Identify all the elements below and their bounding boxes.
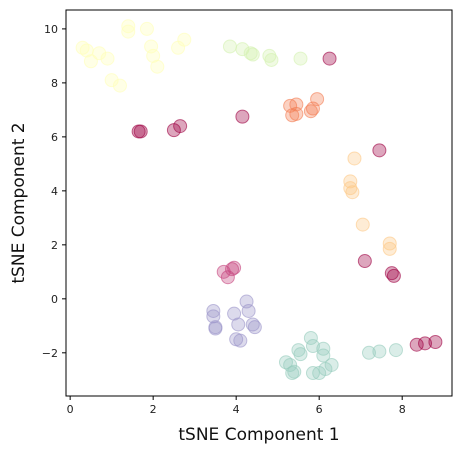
scatter-point bbox=[121, 19, 136, 34]
scatter-point bbox=[372, 344, 387, 359]
scatter-point bbox=[361, 345, 376, 360]
scatter-point bbox=[206, 303, 221, 318]
scatter-point bbox=[241, 303, 256, 318]
scatter-point bbox=[208, 321, 223, 336]
scatter-point bbox=[233, 333, 248, 348]
scatter-point bbox=[285, 366, 300, 381]
x-tick-label: 0 bbox=[67, 403, 74, 416]
scatter-point bbox=[177, 32, 192, 47]
x-axis-label: tSNE Component 1 bbox=[178, 425, 339, 445]
scatter-point bbox=[245, 47, 260, 62]
scatter-point bbox=[345, 185, 360, 200]
scatter-point bbox=[357, 254, 372, 269]
scatter-point bbox=[291, 343, 306, 358]
scatter-point bbox=[243, 46, 258, 61]
scatter-point bbox=[283, 357, 298, 372]
scatter-point bbox=[112, 78, 127, 93]
scatter-point bbox=[428, 335, 443, 350]
scatter-point bbox=[347, 151, 362, 166]
scatter-point bbox=[316, 348, 331, 363]
scatter-point bbox=[322, 51, 337, 66]
scatter-point bbox=[227, 306, 242, 321]
scatter-point bbox=[133, 124, 148, 139]
scatter-point bbox=[231, 317, 246, 332]
scatter-point bbox=[150, 59, 165, 74]
scatter-point bbox=[227, 260, 242, 275]
scatter-point bbox=[222, 39, 237, 54]
plot-frame bbox=[65, 9, 453, 397]
x-tick-label: 4 bbox=[233, 403, 240, 416]
x-tick-label: 2 bbox=[150, 403, 157, 416]
scatter-point bbox=[92, 46, 107, 61]
scatter-point bbox=[382, 236, 397, 251]
y-tick-label: 8 bbox=[51, 77, 58, 90]
scatter-point bbox=[100, 51, 115, 66]
scatter-point bbox=[386, 268, 401, 283]
y-tick-label: −2 bbox=[42, 347, 58, 360]
scatter-point bbox=[355, 217, 370, 232]
x-tick-label: 8 bbox=[399, 403, 406, 416]
scatter-point bbox=[372, 143, 387, 158]
scatter-point bbox=[418, 336, 433, 351]
scatter-point bbox=[289, 97, 304, 112]
scatter-point bbox=[235, 109, 250, 124]
scatter-points bbox=[75, 19, 443, 381]
y-axis-label: tSNE Component 2 bbox=[9, 122, 29, 283]
scatter-point bbox=[264, 52, 279, 67]
scatter-point bbox=[104, 73, 119, 88]
scatter-point bbox=[324, 357, 339, 372]
scatter-point bbox=[388, 343, 403, 358]
y-tick-label: 2 bbox=[51, 239, 58, 252]
scatter-point bbox=[225, 262, 240, 277]
y-axis-ticks: −2 0 2 4 6 8 10 bbox=[42, 23, 66, 360]
scatter-point bbox=[83, 54, 98, 69]
y-tick-label: 6 bbox=[51, 131, 58, 144]
scatter-point bbox=[247, 320, 262, 335]
scatter-point bbox=[146, 48, 161, 63]
scatter-point bbox=[382, 241, 397, 256]
y-tick-label: 0 bbox=[51, 293, 58, 306]
scatter-point bbox=[305, 339, 320, 354]
scatter-point bbox=[121, 24, 136, 39]
scatter-point bbox=[343, 181, 358, 196]
x-tick-label: 6 bbox=[316, 403, 323, 416]
x-axis-ticks: 0 2 4 6 8 bbox=[67, 396, 406, 416]
scatter-point bbox=[310, 92, 325, 107]
scatter-point bbox=[173, 119, 188, 134]
y-tick-label: 10 bbox=[44, 23, 58, 36]
scatter-point bbox=[293, 347, 308, 362]
scatter-point bbox=[139, 21, 154, 36]
scatter-point bbox=[303, 330, 318, 345]
y-tick-label: 4 bbox=[51, 185, 58, 198]
scatter-point bbox=[287, 364, 302, 379]
scatter-point bbox=[293, 51, 308, 66]
